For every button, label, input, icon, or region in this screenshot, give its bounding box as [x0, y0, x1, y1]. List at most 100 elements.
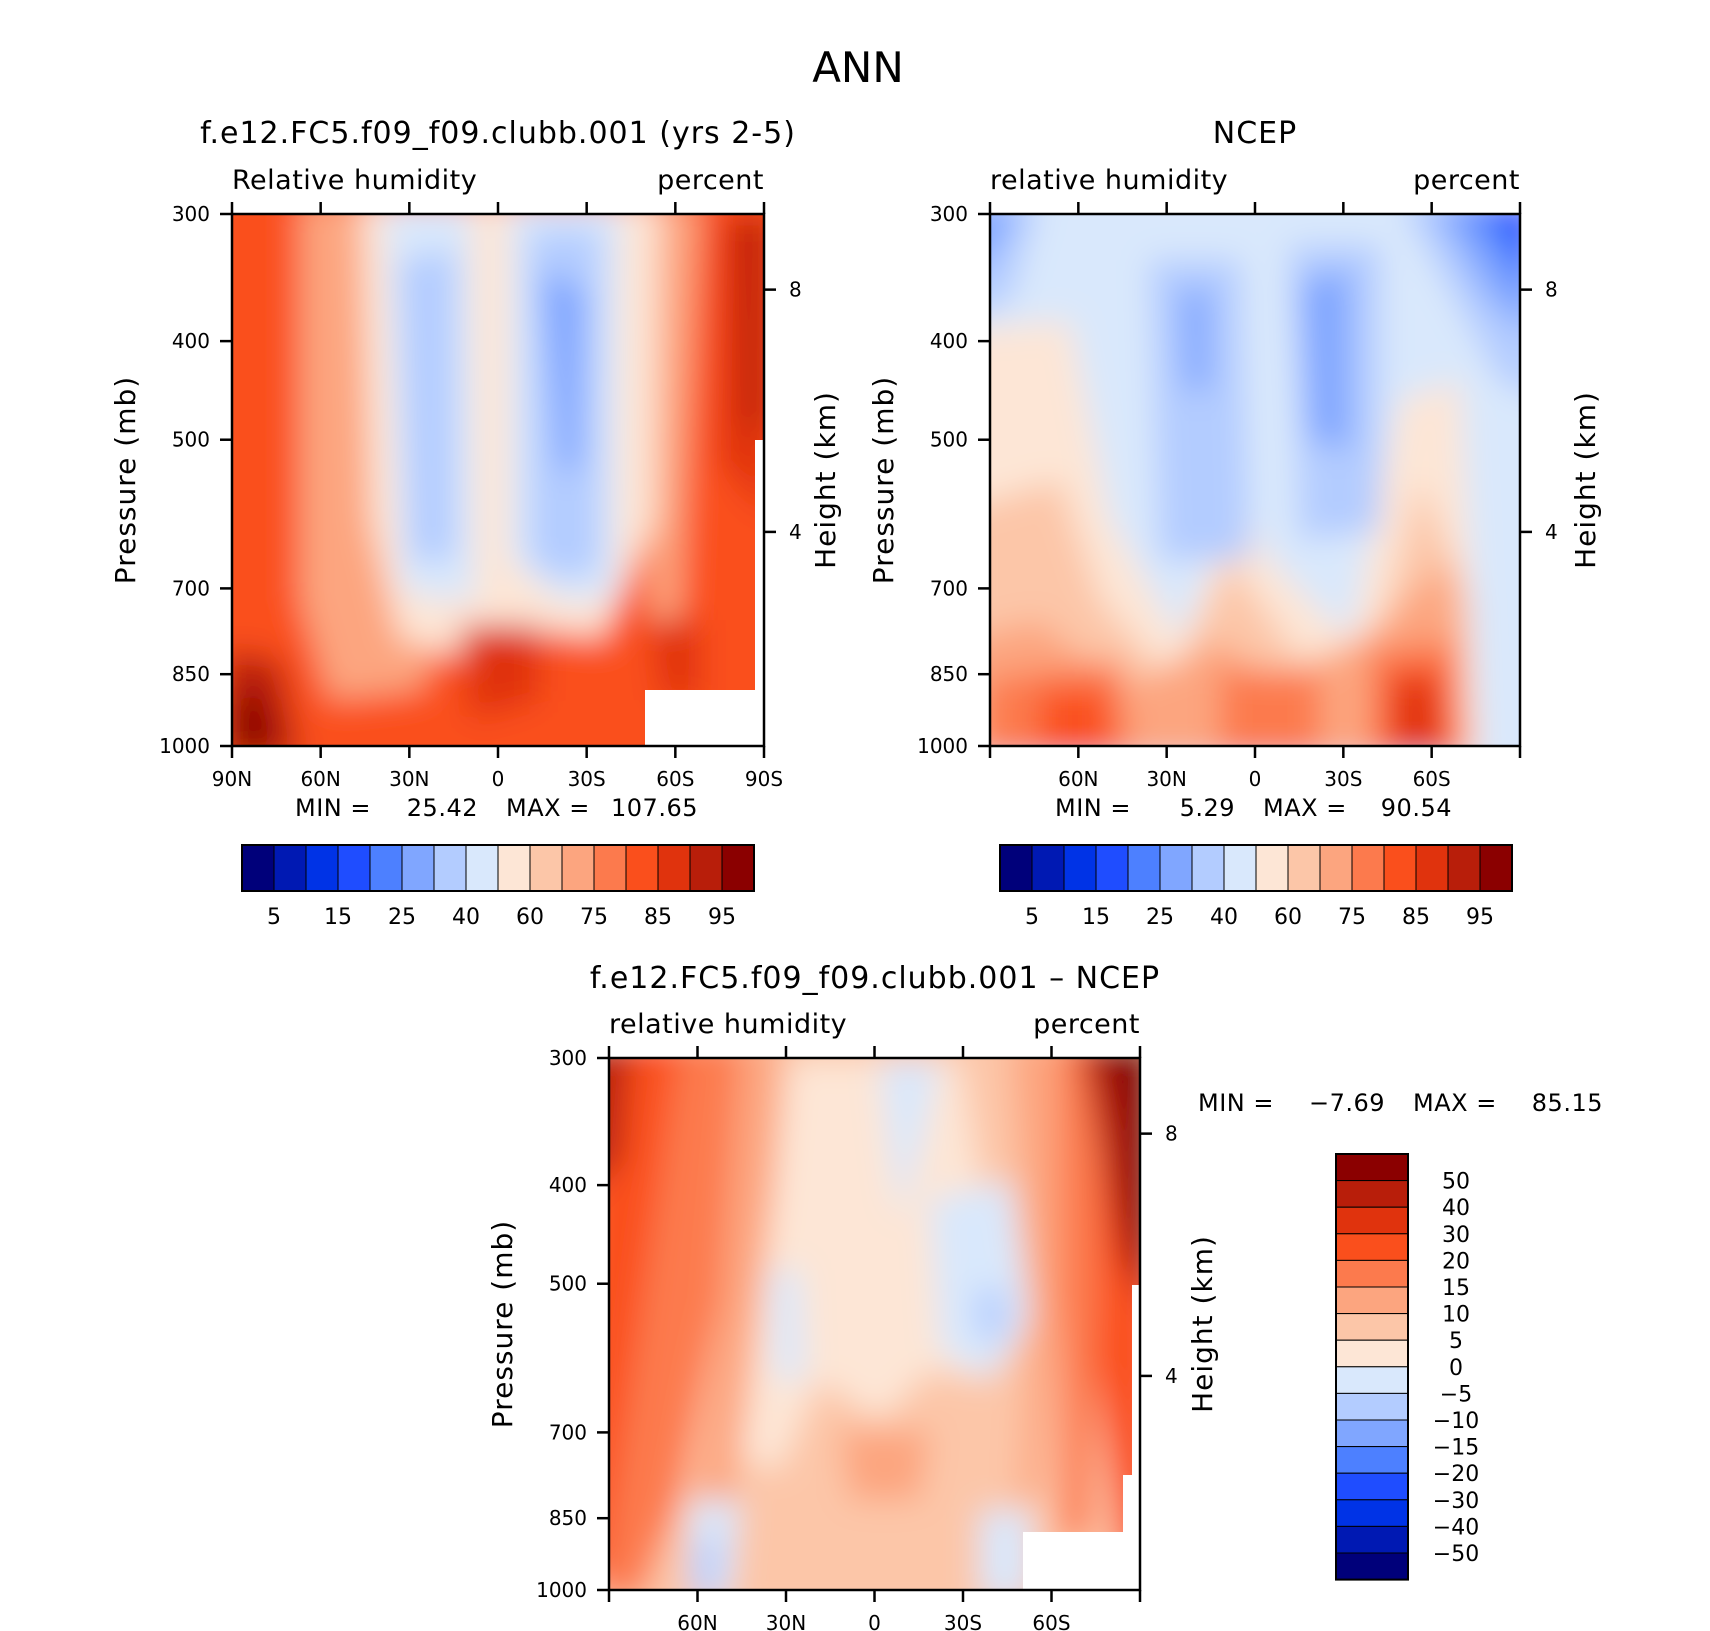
height-tick-label: 4 — [789, 520, 802, 544]
colorbar-swatch — [241, 844, 275, 892]
colorbar-swatch — [1415, 844, 1449, 892]
pressure-tick-label: 500 — [549, 1272, 587, 1296]
colorbar-label: 5 — [1449, 1329, 1463, 1354]
contour-fill — [690, 1058, 780, 1560]
colorbar-label: −10 — [1433, 1409, 1479, 1434]
colorbar-swatch — [1335, 1446, 1409, 1474]
contour-fill — [840, 1430, 930, 1500]
contour-fill — [460, 625, 540, 720]
contour-fill — [695, 1540, 720, 1590]
colorbar-label: 75 — [1338, 905, 1366, 930]
pressure-tick-label: 850 — [930, 662, 968, 686]
colorbar-frame — [999, 844, 1513, 892]
colorbar-label: 15 — [1442, 1276, 1470, 1301]
figure-title: ANN — [812, 43, 904, 92]
height-tick-label: 4 — [1165, 1364, 1178, 1388]
panel-difference-min-value: −7.69 — [1309, 1089, 1385, 1117]
colorbar-swatch — [657, 844, 691, 892]
contour-fill — [650, 620, 700, 700]
pressure-tick-label: 1000 — [536, 1578, 587, 1602]
panel-model-min-value: 25.42 — [407, 794, 478, 822]
latitude-tick-label: 30S — [1324, 767, 1362, 791]
contour-fill — [980, 1510, 1030, 1590]
height-tick-label: 8 — [1165, 1122, 1178, 1146]
contour-fill — [975, 1290, 1005, 1340]
colorbar-frame — [241, 844, 755, 892]
colorbar-swatch — [465, 844, 499, 892]
colorbar-swatch — [1335, 1472, 1409, 1501]
panel-difference-max-label: MAX = — [1413, 1089, 1497, 1117]
pressure-tick-label: 300 — [930, 202, 968, 226]
panel-model-right-label: percent — [657, 165, 764, 196]
contour-fill — [1395, 680, 1440, 746]
panel-ncep-min-value: 5.29 — [1180, 794, 1235, 822]
colorbar-label: 85 — [1402, 905, 1430, 930]
contour-fill — [1150, 260, 1250, 560]
height-tick-label: 4 — [1545, 520, 1558, 544]
colorbar-label: 25 — [1146, 905, 1174, 930]
colorbar-swatch — [337, 844, 371, 892]
contour-fill — [1011, 1058, 1060, 1500]
panel-ncep-max-value: 90.54 — [1381, 794, 1452, 822]
colorbar-swatch — [1335, 1233, 1409, 1261]
colorbar-swatch — [1351, 844, 1385, 892]
latitude-tick-label: 30N — [766, 1611, 806, 1631]
panel-ncep-title: NCEP — [1213, 116, 1297, 151]
colorbar-label: −20 — [1433, 1462, 1479, 1487]
colorbar-swatch — [593, 844, 627, 892]
colorbar-label: 15 — [324, 905, 352, 930]
panel-model-min-label: MIN = — [295, 794, 371, 822]
colorbar-swatch — [1335, 1419, 1409, 1448]
colorbar-swatch — [1319, 844, 1353, 892]
contour-fill — [1104, 1058, 1140, 1240]
pressure-tick-label: 300 — [172, 202, 210, 226]
colorbar-label: 95 — [708, 905, 736, 930]
panel-ncep-colorbar: 5 15 25 40 60 75 85 95 — [999, 844, 1513, 930]
panel-ncep-right-label: percent — [1413, 165, 1520, 196]
colorbar-swatch — [1383, 844, 1417, 892]
panel-difference-right-label: percent — [1033, 1009, 1140, 1040]
missing-data-mask — [1132, 1285, 1140, 1590]
colorbar-swatch — [1335, 1313, 1409, 1341]
contour-fill — [1469, 214, 1520, 280]
colorbar-swatch — [1223, 844, 1257, 892]
pressure-tick-label: 400 — [549, 1173, 587, 1197]
colorbar-swatch — [999, 844, 1033, 892]
colorbar-swatch — [1335, 1392, 1409, 1421]
height-axis-label: Height (km) — [809, 391, 842, 569]
missing-data-mask — [1023, 1532, 1140, 1590]
colorbar-swatch — [561, 844, 595, 892]
colorbar-label: 85 — [644, 905, 672, 930]
contour-fill — [232, 691, 273, 746]
contour-fill — [1180, 290, 1210, 390]
contour-fill — [1220, 670, 1320, 746]
latitude-tick-label: 60N — [300, 767, 340, 791]
colorbar-label: 30 — [1442, 1223, 1470, 1248]
latitude-tick-label: 30N — [389, 767, 429, 791]
colorbar-swatch — [1191, 844, 1225, 892]
height-tick-label: 8 — [789, 278, 802, 302]
panel-ncep-axes: 300 400 500 700 850 1000 60N 30N 0 30S 60S 8 4 Pressu… — [867, 202, 1602, 791]
panel-difference-contour-field — [609, 1058, 1140, 1590]
colorbar-swatch — [1335, 1552, 1409, 1581]
pressure-tick-label: 400 — [930, 329, 968, 353]
panel-ncep-left-label: relative humidity — [990, 165, 1228, 196]
contour-fill — [990, 214, 1013, 260]
pressure-tick-label: 1000 — [159, 734, 210, 758]
panel-ncep-max-label: MAX = — [1263, 794, 1347, 822]
colorbar-label: −30 — [1433, 1489, 1479, 1514]
latitude-tick-label: 90N — [212, 767, 252, 791]
panel-difference: f.e12.FC5.f09_f09.clubb.001 – NCEP relat… — [486, 961, 1603, 1631]
height-tick-label: 8 — [1545, 278, 1558, 302]
contour-fill — [770, 1270, 805, 1380]
panel-difference-title: f.e12.FC5.f09_f09.clubb.001 – NCEP — [590, 961, 1160, 996]
panel-ncep: NCEP relative humidity percent — [867, 116, 1602, 930]
pressure-tick-label: 850 — [172, 662, 210, 686]
colorbar-swatch — [1479, 844, 1513, 892]
latitude-tick-label: 60S — [1032, 1611, 1070, 1631]
colorbar-swatch — [1063, 844, 1097, 892]
latitude-tick-label: 30S — [568, 767, 606, 791]
pressure-tick-label: 500 — [930, 428, 968, 452]
colorbar-swatch — [1031, 844, 1065, 892]
